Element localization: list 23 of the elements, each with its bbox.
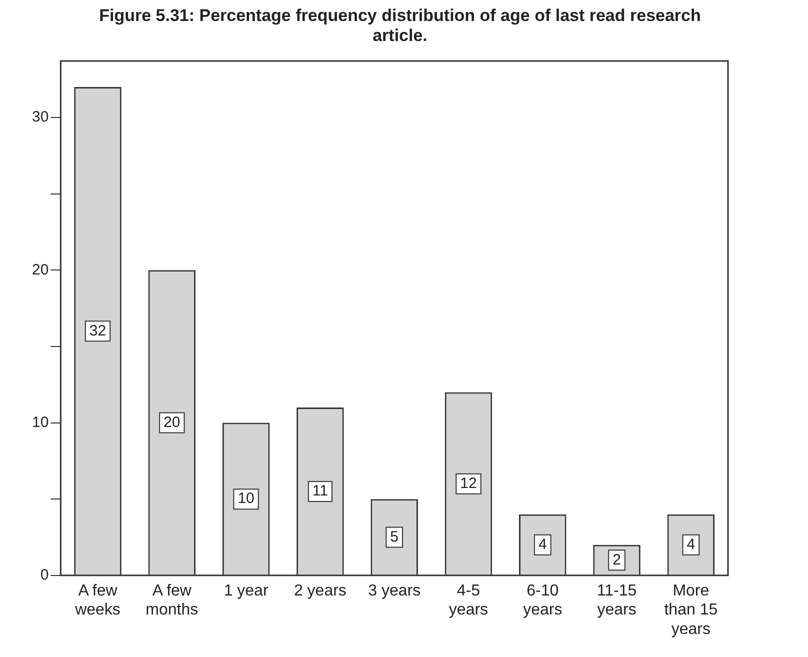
data-label: 12 (460, 474, 477, 492)
y-tick-label: 10 (32, 414, 49, 431)
y-tick-label: 20 (32, 261, 49, 278)
x-tick-label: 4-5 years (448, 582, 488, 619)
chart-title: Figure 5.31: Percentage frequency distribution of age of last read research article. (98, 6, 702, 46)
data-label: 11 (312, 482, 328, 500)
y-tick-label: 0 (40, 566, 49, 584)
data-label: 4 (686, 536, 696, 554)
data-label: 20 (164, 414, 180, 431)
x-tick-label: 11-15 years (596, 582, 637, 619)
data-label: 5 (390, 528, 399, 546)
y-tick-label: 30 (32, 108, 49, 126)
data-label: 32 (89, 322, 106, 340)
x-tick-label: 2 years (294, 582, 346, 600)
x-tick-label: 1 year (224, 582, 269, 600)
data-label: 10 (238, 490, 254, 508)
x-tick-label: A few months (146, 582, 198, 619)
x-tick-label: 3 years (368, 582, 421, 600)
x-tick-label: A few weeks (74, 582, 120, 619)
data-label: 4 (538, 536, 547, 554)
data-label: 2 (612, 551, 621, 568)
x-tick-label: More than 15 years (664, 582, 718, 638)
x-tick-label: 6-10 years (523, 582, 562, 619)
